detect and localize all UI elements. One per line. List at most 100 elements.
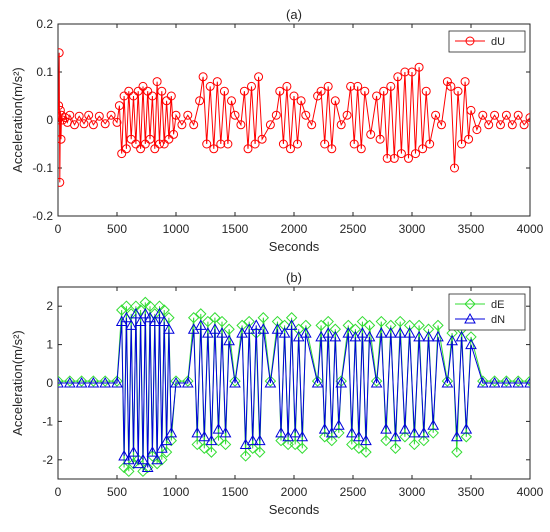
- legend-marker-dE: [464, 298, 476, 310]
- data-point-dN: [384, 327, 397, 338]
- data-point-dU: [164, 134, 174, 144]
- data-point-dN: [191, 426, 204, 438]
- data-point-dN: [450, 430, 463, 442]
- data-point-dE: [346, 438, 358, 451]
- data-point-dU: [404, 153, 413, 163]
- data-point-dE: [477, 375, 489, 387]
- data-point-dU: [501, 110, 511, 120]
- data-point-dE: [500, 375, 513, 387]
- data-point-dE: [380, 434, 392, 447]
- data-point-dU: [425, 139, 435, 149]
- chart-title: (b): [286, 270, 302, 285]
- y-tick-label: -2: [42, 453, 53, 467]
- data-point-dU: [60, 113, 70, 123]
- data-point-dU: [393, 72, 403, 82]
- x-tick-label: 3000: [399, 222, 426, 236]
- data-point-dU: [450, 163, 459, 173]
- data-point-dU: [386, 81, 396, 91]
- data-point-dE: [311, 375, 324, 387]
- data-point-dN: [356, 327, 369, 338]
- data-point-dU: [131, 139, 141, 149]
- data-point-dU: [58, 105, 65, 115]
- data-point-dE: [158, 304, 170, 316]
- data-point-dU: [375, 134, 385, 144]
- data-point-dE: [451, 446, 463, 458]
- data-point-dU: [366, 129, 376, 139]
- data-point-dE: [460, 431, 472, 443]
- data-point-dE: [329, 323, 342, 335]
- data-point-dE: [278, 319, 291, 332]
- data-point-dE: [271, 315, 284, 328]
- data-point-dE: [123, 465, 135, 478]
- data-point-dU: [382, 153, 392, 163]
- data-point-dU: [507, 120, 517, 130]
- data-point-dU: [411, 149, 420, 159]
- x-axis-label: Seconds: [269, 239, 320, 254]
- y-tick-label: -0.2: [32, 209, 53, 223]
- data-point-dE: [254, 446, 266, 458]
- data-point-dU: [84, 110, 94, 120]
- data-point-dU: [254, 72, 264, 82]
- y-tick-label: 0: [46, 376, 53, 390]
- data-point-dU: [183, 110, 193, 120]
- data-point-dU: [58, 101, 64, 111]
- data-point-dN: [422, 330, 435, 342]
- y-tick-label: -1: [42, 414, 53, 428]
- data-point-dU: [74, 111, 84, 121]
- data-point-dU: [484, 120, 494, 130]
- data-point-dU: [431, 110, 441, 120]
- data-point-dE: [441, 375, 454, 387]
- data-point-dU: [58, 48, 64, 58]
- data-point-dN: [389, 430, 402, 442]
- data-point-dE: [134, 304, 147, 316]
- data-point-dU: [216, 139, 226, 149]
- data-point-dN: [137, 453, 149, 465]
- data-point-dU: [265, 120, 275, 130]
- data-point-dN: [130, 307, 142, 319]
- data-point-dN: [216, 327, 228, 338]
- data-point-dU: [525, 113, 530, 123]
- x-tick-label: 2500: [340, 222, 367, 236]
- data-point-dE: [315, 319, 327, 332]
- data-point-dU: [330, 96, 340, 106]
- data-point-dU: [379, 86, 389, 96]
- data-point-dU: [129, 91, 138, 101]
- data-point-dN: [332, 419, 345, 430]
- data-point-dU: [58, 177, 65, 187]
- data-point-dU: [159, 139, 169, 149]
- data-point-dN: [353, 430, 365, 442]
- data-point-dN: [380, 423, 392, 434]
- data-point-dE: [141, 461, 154, 474]
- chart-title: (a): [286, 7, 302, 22]
- data-point-dE: [399, 431, 411, 443]
- data-point-dE: [413, 319, 425, 332]
- y-axis-label: Acceleration(m/s²): [10, 330, 25, 435]
- data-point-dE: [322, 315, 334, 328]
- data-point-dU: [138, 81, 148, 91]
- data-point-dN: [524, 376, 530, 388]
- data-point-dN: [271, 323, 284, 334]
- x-tick-label: 0: [55, 485, 62, 499]
- data-point-dU: [155, 139, 164, 149]
- chart-panel-b: (b) 0 500 1000 1500 2000 2500 3000 3500 4000 2 1 0 -1…: [10, 270, 544, 517]
- data-point-dU: [257, 134, 267, 144]
- x-tick-label: 1500: [222, 222, 249, 236]
- data-point-dU: [166, 91, 176, 101]
- data-point-dN: [500, 376, 513, 388]
- data-point-dU: [389, 153, 399, 163]
- x-tick-label: 1500: [222, 485, 249, 499]
- data-point-dE: [219, 438, 232, 451]
- data-point-dN: [194, 319, 207, 330]
- x-tick-label: 4000: [517, 485, 544, 499]
- data-point-dN: [370, 376, 383, 388]
- data-point-dE: [187, 312, 200, 324]
- data-point-dU: [171, 110, 181, 120]
- data-point-dU: [353, 81, 363, 91]
- data-point-dE: [209, 312, 221, 324]
- legend: dE dN: [448, 293, 526, 331]
- data-point-dN: [165, 426, 178, 438]
- data-point-dN: [311, 376, 324, 388]
- data-point-dE: [243, 315, 255, 328]
- data-point-dU: [147, 91, 157, 101]
- data-point-dE: [403, 319, 416, 332]
